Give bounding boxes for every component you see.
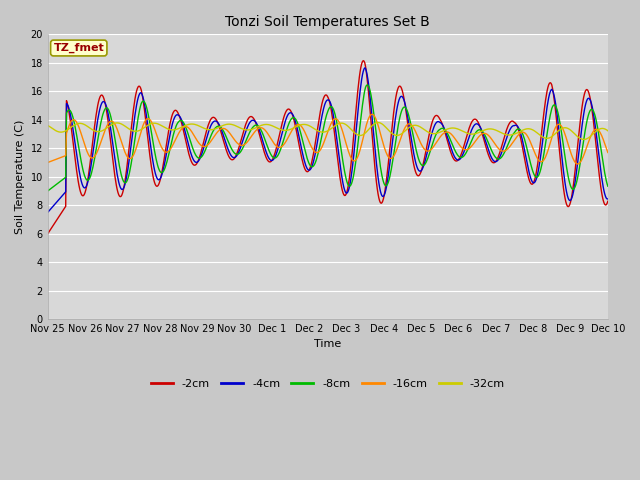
Title: Tonzi Soil Temperatures Set B: Tonzi Soil Temperatures Set B <box>225 15 430 29</box>
Text: TZ_fmet: TZ_fmet <box>53 43 104 53</box>
X-axis label: Time: Time <box>314 339 341 349</box>
Y-axis label: Soil Temperature (C): Soil Temperature (C) <box>15 120 25 234</box>
Legend: -2cm, -4cm, -8cm, -16cm, -32cm: -2cm, -4cm, -8cm, -16cm, -32cm <box>146 374 509 393</box>
